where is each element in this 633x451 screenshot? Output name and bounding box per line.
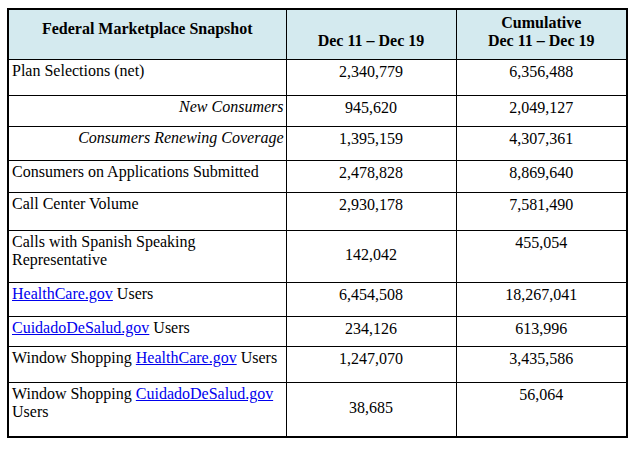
table-row-window-shopping-healthcare: Window Shopping HealthCare.gov Users 1,2…: [8, 346, 627, 382]
row-label: New Consumers: [8, 95, 286, 126]
healthcare-gov-link[interactable]: HealthCare.gov: [12, 285, 113, 302]
row-label-suffix: Users: [237, 349, 277, 366]
period-value: 945,620: [286, 95, 456, 126]
period-value: 234,126: [286, 316, 456, 346]
table-row-call-center-volume: Call Center Volume 2,930,178 7,581,490: [8, 192, 627, 230]
row-label: Calls with Spanish Speaking Representati…: [8, 230, 286, 282]
document-page: Federal Marketplace Snapshot Dec 11 – De…: [0, 0, 633, 451]
row-label: Consumers on Applications Submitted: [8, 160, 286, 192]
cuidadodesalud-gov-link[interactable]: CuidadoDeSalud.gov: [12, 319, 149, 336]
header-row: Federal Marketplace Snapshot Dec 11 – De…: [8, 9, 627, 59]
table-title: Federal Marketplace Snapshot: [8, 9, 286, 59]
cumulative-header-line2: Dec 11 – Dec 19: [460, 32, 624, 50]
period-value: 2,478,828: [286, 160, 456, 192]
row-label: Plan Selections (net): [8, 59, 286, 95]
row-label-suffix: Users: [113, 285, 153, 302]
table-row-cuidadodesalud-users: CuidadoDeSalud.gov Users 234,126 613,996: [8, 316, 627, 346]
period-value: 2,340,779: [286, 59, 456, 95]
cumulative-value: 4,307,361: [456, 126, 627, 160]
cumulative-header-line1: Cumulative: [460, 14, 624, 32]
cumulative-value: 613,996: [456, 316, 627, 346]
cuidadodesalud-gov-link[interactable]: CuidadoDeSalud.gov: [136, 385, 273, 402]
cumulative-value: 3,435,586: [456, 346, 627, 382]
row-label-suffix: Users: [149, 319, 189, 336]
table-row-healthcare-users: HealthCare.gov Users 6,454,508 18,267,04…: [8, 282, 627, 316]
federal-marketplace-snapshot-table: Federal Marketplace Snapshot Dec 11 – De…: [7, 8, 628, 438]
column-header-period: Dec 11 – Dec 19: [286, 9, 456, 59]
row-label-suffix: Users: [12, 403, 48, 420]
row-label: Window Shopping CuidadoDeSalud.gov Users: [8, 382, 286, 437]
row-label: Call Center Volume: [8, 192, 286, 230]
cumulative-value: 7,581,490: [456, 192, 627, 230]
row-label-prefix: Window Shopping: [12, 349, 136, 366]
table-row-new-consumers: New Consumers 945,620 2,049,127: [8, 95, 627, 126]
cumulative-value: 8,869,640: [456, 160, 627, 192]
period-value: 38,685: [286, 382, 456, 437]
table-row-plan-selections: Plan Selections (net) 2,340,779 6,356,48…: [8, 59, 627, 95]
period-value: 1,395,159: [286, 126, 456, 160]
period-value: 142,042: [286, 230, 456, 282]
row-label: Window Shopping HealthCare.gov Users: [8, 346, 286, 382]
table-row-window-shopping-cuidadodesalud: Window Shopping CuidadoDeSalud.gov Users…: [8, 382, 627, 437]
table-row-applications-submitted: Consumers on Applications Submitted 2,47…: [8, 160, 627, 192]
cumulative-value: 455,054: [456, 230, 627, 282]
period-value: 2,930,178: [286, 192, 456, 230]
table-row-spanish-calls: Calls with Spanish Speaking Representati…: [8, 230, 627, 282]
period-value: 1,247,070: [286, 346, 456, 382]
row-label: HealthCare.gov Users: [8, 282, 286, 316]
row-label: CuidadoDeSalud.gov Users: [8, 316, 286, 346]
period-value: 6,454,508: [286, 282, 456, 316]
row-label-prefix: Window Shopping: [12, 385, 136, 402]
column-header-cumulative: Cumulative Dec 11 – Dec 19: [456, 9, 627, 59]
cumulative-value: 56,064: [456, 382, 627, 437]
table-row-consumers-renewing: Consumers Renewing Coverage 1,395,159 4,…: [8, 126, 627, 160]
row-label: Consumers Renewing Coverage: [8, 126, 286, 160]
cumulative-value: 18,267,041: [456, 282, 627, 316]
healthcare-gov-link[interactable]: HealthCare.gov: [136, 349, 237, 366]
cumulative-value: 6,356,488: [456, 59, 627, 95]
cumulative-value: 2,049,127: [456, 95, 627, 126]
